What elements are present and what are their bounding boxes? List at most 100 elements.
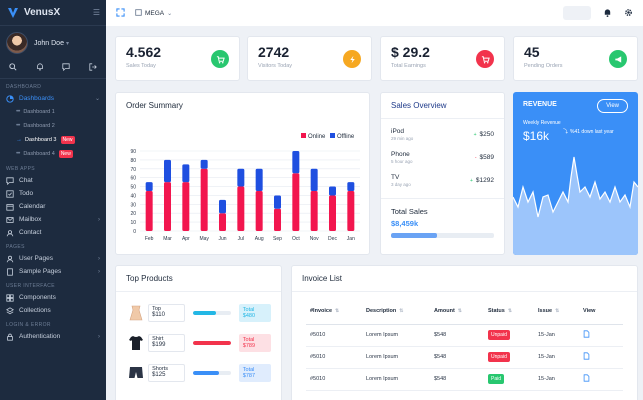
calendar-icon (6, 203, 14, 211)
trend-icon: + (470, 177, 473, 184)
y-tick-label: 40 (130, 193, 136, 199)
sales-item-amount: $250 (479, 131, 494, 138)
x-tick-label: Mar (163, 236, 172, 242)
column-header-status[interactable]: Status ⇅ (484, 298, 534, 325)
invoice-issue-date: 15-Jan (534, 346, 579, 369)
product-progress-fill (192, 341, 231, 345)
bar (347, 182, 355, 191)
product-progress-fill (192, 371, 220, 375)
product-name: Top (152, 306, 161, 312)
product-progress (192, 371, 231, 375)
gear-icon[interactable] (624, 4, 633, 22)
x-tick-label: Sep (273, 236, 282, 242)
dots-icon: ••• (16, 109, 20, 115)
document-icon[interactable] (583, 330, 590, 340)
sidebar-item-todo[interactable]: Todo (0, 187, 106, 200)
invoice-status-cell: Unpaid (484, 324, 534, 347)
invoice-description: Lorem Ipsum (362, 368, 430, 391)
lock-icon (6, 333, 14, 341)
sidebar-item-user-pages[interactable]: User Pages › (0, 252, 106, 265)
chevron-down-icon: ⌄ (94, 96, 100, 102)
y-tick-label: 20 (130, 211, 136, 217)
x-tick-label: Aug (255, 236, 264, 242)
fullscreen-icon[interactable] (116, 4, 125, 22)
revenue-value: $16k (523, 129, 550, 143)
mega-label: MEGA (145, 9, 165, 17)
sidebar-item-label: Todo (19, 190, 34, 197)
sales-item-amount: $589 (479, 154, 494, 161)
sort-icon: ⇅ (457, 307, 462, 314)
sidebar-item-contact[interactable]: Contact (0, 226, 106, 239)
status-badge: Paid (488, 374, 505, 384)
sales-overview-card: Sales Overview iPod 29 min ago + $250 Pho… (380, 92, 505, 255)
bar (255, 191, 263, 231)
avatar (6, 32, 28, 54)
column-header-amount[interactable]: Amount ⇅ (430, 298, 484, 325)
bar (237, 186, 245, 231)
sales-row-tv: TV 3 day ago + $1292 (381, 169, 504, 192)
sales-item-time: 29 min ago (391, 136, 414, 141)
sidebar-subitem-dashboard-3[interactable]: → Dashboard 3 New (0, 133, 106, 147)
logout-icon[interactable] (88, 62, 98, 72)
invoice-amount: $548 (430, 346, 484, 369)
x-tick-label: Apr (182, 236, 190, 242)
product-progress-fill (192, 311, 216, 315)
total-sales-label: Total Sales (391, 207, 428, 216)
product-total: Total $787 (238, 364, 271, 382)
invoice-view-cell (579, 368, 623, 391)
menu-toggle-icon[interactable]: ☰ (92, 8, 100, 17)
sidebar-subitem-label: Dashboard 2 (23, 123, 55, 129)
bell-icon[interactable] (35, 62, 45, 72)
bell-icon[interactable] (603, 4, 612, 22)
sidebar-item-mailbox[interactable]: Mailbox › (0, 213, 106, 226)
sidebar-subitem-dashboard-4[interactable]: ••• Dashboard 4 New (0, 147, 106, 161)
order-summary-card: Order Summary Online Offline 0 10 20 30 40 50 60… (115, 92, 370, 255)
sidebar-subitem-dashboard-1[interactable]: ••• Dashboard 1 (0, 105, 106, 119)
document-icon[interactable] (583, 374, 590, 384)
search-icon[interactable] (8, 62, 18, 72)
chat-icon (6, 176, 14, 185)
user-name[interactable]: John Doe ▾ (34, 40, 69, 47)
stat-label: Total Earnings (391, 63, 426, 69)
brand-name: VenusX (24, 7, 61, 18)
sidebar-item-label: User Pages (19, 255, 53, 262)
chat-bubble-icon[interactable] (61, 62, 71, 72)
trend-icon: + (473, 131, 477, 138)
dots-icon: ••• (16, 151, 20, 157)
sidebar-item-sample-pages[interactable]: Sample Pages › (0, 265, 106, 278)
column-header-view[interactable]: View (579, 298, 623, 325)
sidebar-subitem-dashboard-2[interactable]: ••• Dashboard 2 (0, 119, 106, 133)
user-profile[interactable]: John Doe ▾ (0, 26, 106, 58)
search-input[interactable] (563, 6, 591, 20)
y-tick-label: 60 (130, 176, 136, 182)
bar (219, 199, 226, 214)
column-header-description[interactable]: Description ⇅ (362, 298, 430, 325)
bar (274, 195, 281, 209)
bar (164, 159, 171, 183)
sidebar-item-chat[interactable]: Chat (0, 174, 106, 187)
table-row: #5010 Lorem Ipsum $548 Unpaid 15-Jan (306, 346, 623, 369)
trend-icon: - (474, 154, 477, 161)
view-button[interactable]: View (597, 99, 628, 113)
dots-icon: ••• (16, 123, 20, 129)
invoice-number: #5010 (306, 346, 362, 369)
sidebar-item-label: Mailbox (19, 216, 42, 223)
sidebar-item-calendar[interactable]: Calendar (0, 200, 106, 213)
invoice-view-cell (579, 324, 623, 347)
document-icon[interactable] (583, 352, 590, 362)
product-name: Shorts (152, 366, 168, 372)
column-header-invoice[interactable]: #Invoice ⇅ (306, 298, 362, 325)
revenue-title: REVENUE (523, 101, 557, 108)
revenue-change-text: %41 down last year (570, 128, 614, 135)
column-header-issue[interactable]: Issue ⇅ (534, 298, 579, 325)
section-pages: PAGES (6, 244, 25, 250)
sales-item-amount: $1292 (475, 177, 494, 184)
sidebar-item-dashboards[interactable]: Dashboards ⌄ (0, 92, 106, 105)
invoice-amount: $548 (430, 324, 484, 347)
revenue-sparkline (513, 156, 638, 255)
sidebar-item-authentication[interactable]: Authentication › (0, 330, 106, 343)
sales-item-time: 5 hour ago (391, 159, 413, 164)
mega-menu-button[interactable]: MEGA ⌄ (135, 8, 172, 18)
sidebar-item-components[interactable]: Components (0, 291, 106, 304)
sidebar-item-collections[interactable]: Collections (0, 304, 106, 317)
